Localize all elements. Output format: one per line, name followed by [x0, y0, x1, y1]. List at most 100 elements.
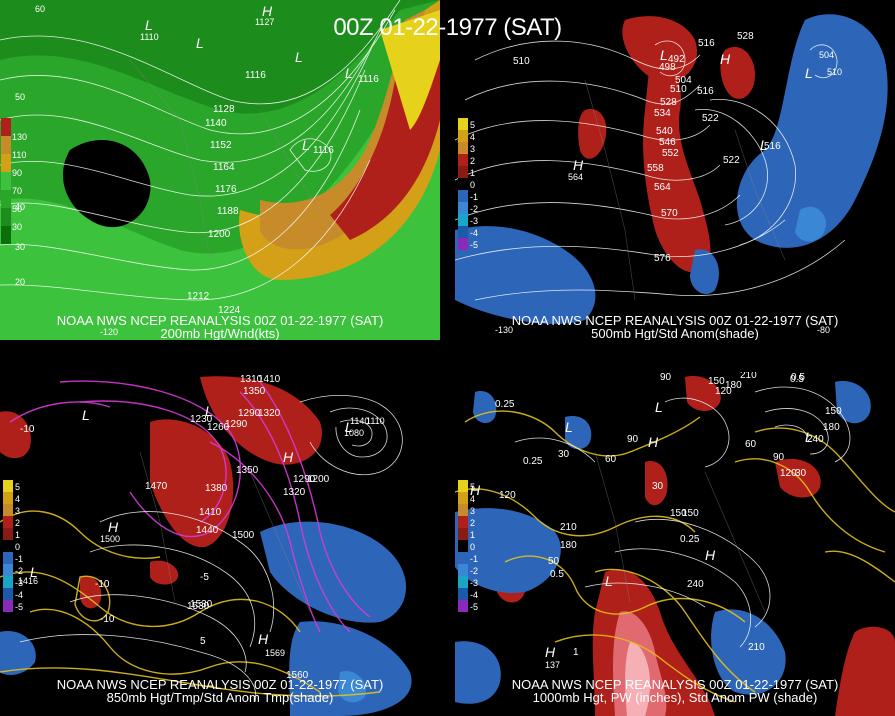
legend-label: -1	[470, 192, 478, 202]
legend-label: -3	[470, 578, 478, 588]
labels-200mb: 130 110 90 70 50 30 1116 1116 1116 1128 …	[12, 3, 379, 337]
contour-label: 30	[795, 468, 807, 479]
legend-label: -4	[15, 590, 23, 600]
contour-label: 1110	[140, 32, 159, 42]
low-marker: L	[145, 17, 153, 33]
contour-label: 180	[560, 540, 577, 551]
contour-label: 150	[708, 376, 725, 387]
contour-label: 180	[725, 380, 742, 391]
low-marker: L	[345, 65, 353, 81]
contour-label: 558	[647, 163, 664, 174]
high-marker: H	[108, 519, 119, 535]
caption-line1: NOAA NWS NCEP REANALYSIS 00Z 01-22-1977 …	[56, 313, 384, 328]
contour-label: 1290	[238, 408, 261, 419]
labels-850mb: 5 4 3 2 1 0 -1 -2 -3 -4 -5 1310 1350 141…	[15, 374, 385, 681]
contour-label: 1530	[187, 601, 210, 612]
contour-label: 1310	[240, 374, 263, 385]
contour-label: 210	[560, 522, 577, 533]
legend-label: -5	[470, 240, 478, 250]
contour-label: 1140	[350, 416, 369, 426]
legend-label: 3	[470, 144, 475, 154]
contour-label: 516	[764, 141, 781, 152]
legend-label: 70	[12, 186, 22, 196]
legend-label: 1	[15, 530, 20, 540]
contour-label: 1350	[243, 386, 266, 397]
isotherm-label: -10	[95, 579, 110, 590]
contour-label: 1569	[265, 648, 285, 658]
pw-contour-label: 0.5	[550, 569, 564, 580]
low-marker: L	[605, 573, 613, 589]
contour-label: 90	[627, 434, 639, 445]
contour-label: 150	[682, 508, 699, 519]
high-marker: H	[648, 434, 659, 450]
legend-label: 5	[15, 482, 20, 492]
contour-label: 1530	[190, 599, 213, 610]
legend-label: -2	[470, 566, 478, 576]
contour-label: 1200	[307, 474, 330, 485]
lat-label: 40	[15, 202, 25, 212]
contour-label: 570	[661, 208, 678, 219]
contour-label: 528	[660, 97, 677, 108]
pw-contour-label: 0.5	[790, 374, 804, 385]
contour-label: 1127	[255, 17, 274, 27]
contour-label: 540	[656, 126, 673, 137]
contour-label: 120	[715, 386, 732, 397]
caption-line2: 200mb Hgt/Wnd(kts)	[160, 326, 280, 341]
contour-label: 534	[654, 108, 671, 119]
high-marker: H	[283, 449, 294, 465]
low-marker: L	[30, 564, 38, 580]
contour-label: 1116	[358, 74, 379, 85]
legend-label: 110	[12, 150, 26, 160]
legend-label: 5	[470, 482, 475, 492]
contour-label: 504	[819, 50, 834, 60]
contour-label: 1164	[213, 162, 235, 173]
contour-label: 1470	[145, 481, 168, 492]
contour-label: 90	[660, 372, 672, 383]
contour-label: 504	[675, 75, 692, 86]
legend-label: 90	[12, 168, 22, 178]
legend-label: 2	[470, 156, 475, 166]
low-marker: L	[760, 137, 768, 153]
contour-label: 1140	[205, 118, 227, 129]
contour-label: 510	[827, 67, 842, 77]
contour-label: 210	[740, 372, 757, 381]
low-marker: L	[196, 35, 204, 51]
low-marker: L	[82, 407, 90, 423]
contour-label: 1320	[258, 408, 281, 419]
legend-label: 0	[470, 180, 475, 190]
lon-label: -80	[817, 325, 830, 335]
contour-label: 1260	[207, 422, 230, 433]
contour-label: 1212	[187, 291, 210, 302]
contour-label: 522	[723, 155, 740, 166]
contour-label: 1410	[258, 374, 281, 385]
caption-line1: NOAA NWS NCEP REANALYSIS 00Z 01-22-1977 …	[511, 313, 839, 328]
contour-label: 1230	[190, 414, 213, 425]
low-marker: L	[805, 429, 813, 445]
low-marker: L	[295, 49, 303, 65]
panel-500mb: 5 4 3 2 1 0 -1 -2 -3 -4 -5 510 516 528 4…	[455, 0, 895, 340]
contour-label: 1116	[313, 145, 334, 156]
low-marker: L	[345, 419, 353, 435]
low-marker: L	[205, 403, 213, 419]
main-title: 00Z 01-22-1977 (SAT)	[333, 14, 562, 41]
contour-label: 498	[659, 62, 676, 73]
caption-line2: 1000mb Hgt, PW (inches), Std Anom PW (sh…	[532, 690, 818, 705]
labels-1000mb: 5 4 3 2 1 0 -1 -2 -3 -4 -5 90 150 180 21…	[470, 372, 842, 670]
contour-label: 60	[745, 439, 757, 450]
map-1000mb	[455, 372, 895, 716]
panel-850mb: 5 4 3 2 1 0 -1 -2 -3 -4 -5 1310 1350 141…	[0, 372, 440, 716]
contour-label: 1380	[205, 483, 228, 494]
legend-label: -4	[470, 590, 478, 600]
contour-label: 1152	[210, 140, 232, 151]
caption-line2: 500mb Hgt/Std Anom(shade)	[591, 326, 759, 341]
legend-label: 3	[15, 506, 20, 516]
legend-label: -4	[470, 228, 478, 238]
legend-label: 1	[470, 530, 475, 540]
pw-contour-label: 0.25	[495, 399, 515, 410]
contour-label: 1290	[225, 419, 248, 430]
high-marker: H	[720, 51, 731, 67]
contour-label: 30	[558, 449, 570, 460]
legend-label: 30	[12, 222, 22, 232]
contour-label: 516	[698, 38, 715, 49]
contour-label: 564	[654, 182, 671, 193]
